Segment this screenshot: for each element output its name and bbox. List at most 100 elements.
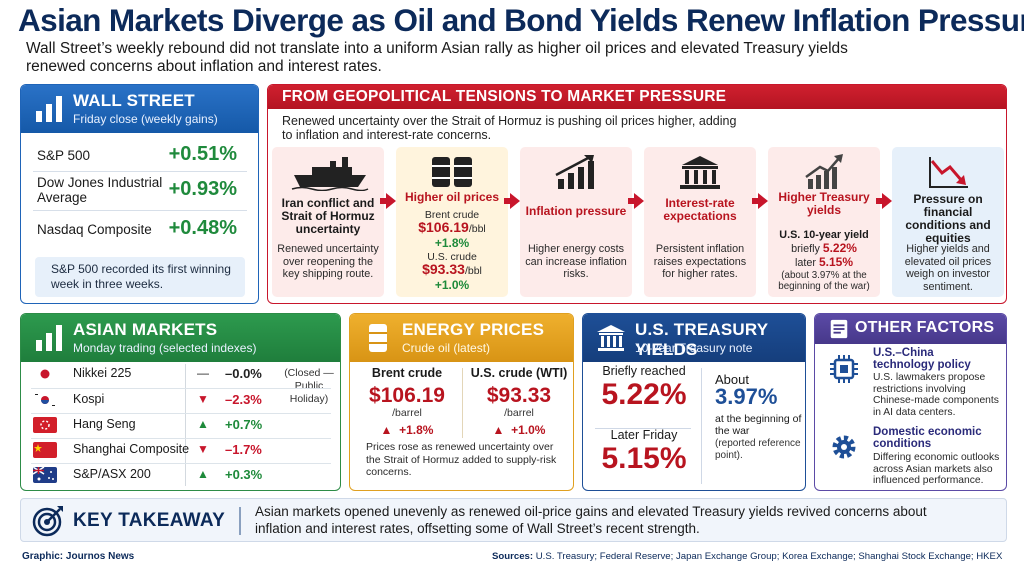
briefly-label: briefly <box>791 243 820 255</box>
wall-street-title: WALL STREET <box>73 91 195 110</box>
step-title: Inflation pressure <box>525 204 627 218</box>
market-change: –0.0% <box>225 366 262 381</box>
yield-later: later 5.15% <box>772 256 876 270</box>
energy-subtitle: Crude oil (latest) <box>402 341 491 355</box>
index-gain: +0.48% <box>168 217 237 239</box>
wti-change: +1.0% <box>434 278 470 292</box>
market-change: +0.7% <box>225 417 263 432</box>
step-title: Pressure on financial conditions and equ… <box>905 192 991 245</box>
yield-note: (about 3.97% at the beginning of the war… <box>778 270 870 292</box>
flat-icon: — <box>197 366 209 380</box>
energy-header: ENERGY PRICES Crude oil (latest) <box>350 314 573 362</box>
wti-price: $93.33/bbl <box>400 261 504 278</box>
bank-icon <box>597 325 625 351</box>
rising-bars-icon <box>555 155 594 189</box>
yield-briefly: briefly 5.22% <box>772 242 876 256</box>
arrow-right-icon <box>876 193 892 209</box>
flow-card: FROM GEOPOLITICAL TENSIONS TO MARKET PRE… <box>267 84 1007 304</box>
brent-value: $106.19 <box>369 384 445 407</box>
briefly-value: 5.22% <box>601 378 687 411</box>
other-factors-card: OTHER FACTORS U.S.–China technology poli… <box>814 313 1007 491</box>
step-title: Iran conflict and Strait of Hormuz uncer… <box>281 196 375 236</box>
flow-step: Iran conflict and Strait of Hormuz uncer… <box>272 147 384 297</box>
about-value: 3.97% <box>715 384 778 409</box>
korea-flag <box>33 392 57 408</box>
divider <box>185 364 186 486</box>
divider <box>701 368 702 484</box>
later-value: 5.15% <box>818 255 854 269</box>
flow-step: Interest-rate expectations Persistent in… <box>644 147 756 297</box>
other-factors-title: OTHER FACTORS <box>855 319 995 336</box>
divider <box>31 438 331 439</box>
arrow-right-icon <box>504 193 520 209</box>
wall-street-note: S&P 500 recorded its first winning week … <box>35 257 245 297</box>
deck: Wall Street’s weekly rebound did not tra… <box>26 40 848 75</box>
sources-text: U.S. Treasury; Federal Reserve; Japan Ex… <box>535 551 1003 562</box>
wti-change-row: ▲ +1.0% <box>464 423 573 437</box>
flow-title: FROM GEOPOLITICAL TENSIONS TO MARKET PRE… <box>282 88 727 105</box>
market-row: S&P/ASX 200 ▲ +0.3% <box>21 463 339 488</box>
index-gain: +0.93% <box>168 178 237 200</box>
index-name: Dow Jones Industrial Average <box>37 175 163 205</box>
down-arrow-icon: ▼ <box>197 392 209 406</box>
arrow-right-icon <box>628 193 644 209</box>
divider <box>33 210 247 211</box>
about-note: at the beginning of the war <box>715 413 802 437</box>
ship-icon <box>291 157 369 191</box>
key-takeaway-bar: KEY TAKEAWAY Asian markets opened uneven… <box>20 498 1007 542</box>
brent-unit: /barrel <box>392 407 422 419</box>
market-name: Hang Seng <box>73 417 136 431</box>
wti-change: +1.0% <box>511 423 546 437</box>
bar-chart-icon <box>36 325 62 351</box>
later-value: 5.15% <box>601 442 687 475</box>
divider <box>31 413 331 414</box>
later-label: Later Friday <box>610 428 678 442</box>
chip-icon <box>830 355 858 383</box>
briefly-label: Briefly reached <box>602 364 686 378</box>
market-change: –2.3% <box>225 392 262 407</box>
step-body: Higher yields and elevated oil prices we… <box>904 243 992 293</box>
headline: Asian Markets Diverge as Oil and Bond Yi… <box>18 2 1024 38</box>
sources-label: Sources: <box>492 551 534 562</box>
takeaway-text: Asian markets opened unevenly as renewed… <box>255 504 927 536</box>
divider <box>33 171 247 172</box>
treasury-header: U.S. TREASURY YIELDS 10-year Treasury no… <box>583 314 805 362</box>
hong-kong-flag <box>33 417 57 433</box>
oil-barrel-icon <box>369 324 387 352</box>
about-label: About <box>715 372 749 387</box>
wti-label: U.S. crude (WTI) <box>470 366 568 380</box>
up-arrow-icon: ▲ <box>197 467 209 481</box>
factor-body: U.S. lawmakers propose restrictions invo… <box>873 372 999 418</box>
divider <box>31 463 331 464</box>
market-name: Kospi <box>73 392 105 406</box>
flow-step: Inflation pressure Higher energy costs c… <box>520 147 632 297</box>
market-row: Nikkei 225 — –0.0% <box>21 362 339 387</box>
divider <box>31 388 331 389</box>
step-title: Higher oil prices <box>404 190 500 204</box>
wall-street-subtitle: Friday close (weekly gains) <box>73 112 218 126</box>
target-icon <box>32 506 63 537</box>
other-factors-header: OTHER FACTORS <box>815 314 1006 344</box>
falling-chart-icon <box>929 157 968 188</box>
document-icon <box>830 319 848 339</box>
market-row: Shanghai Composite ▼ –1.7% <box>21 438 339 463</box>
oil-barrels-icon <box>432 157 472 187</box>
index-name: Nasdaq Composite <box>37 222 152 237</box>
japan-flag <box>33 366 57 382</box>
asian-markets-title: ASIAN MARKETS <box>73 320 218 339</box>
market-name: Shanghai Composite <box>73 442 190 456</box>
treasury-subtitle: 10-year Treasury note <box>635 341 753 355</box>
later-label: later <box>794 257 816 269</box>
wti-value: $93.33 <box>422 261 465 277</box>
wall-street-header: WALL STREET Friday close (weekly gains) <box>21 85 258 133</box>
market-change: –1.7% <box>225 442 262 457</box>
flow-step: Higher oil prices Brent crude $106.19/bb… <box>396 147 508 297</box>
wti-label: U.S. crude <box>427 251 477 263</box>
divider <box>239 507 241 535</box>
factor-title: U.S.–China technology policy <box>873 347 971 371</box>
up-arrow-icon: ▲ <box>197 417 209 431</box>
gear-icon <box>832 435 856 459</box>
market-row: Kospi ▼ –2.3% <box>21 388 339 413</box>
brent-price: $106.19/bbl <box>400 220 504 236</box>
brent-change-row: ▲ +1.8% <box>352 423 462 437</box>
